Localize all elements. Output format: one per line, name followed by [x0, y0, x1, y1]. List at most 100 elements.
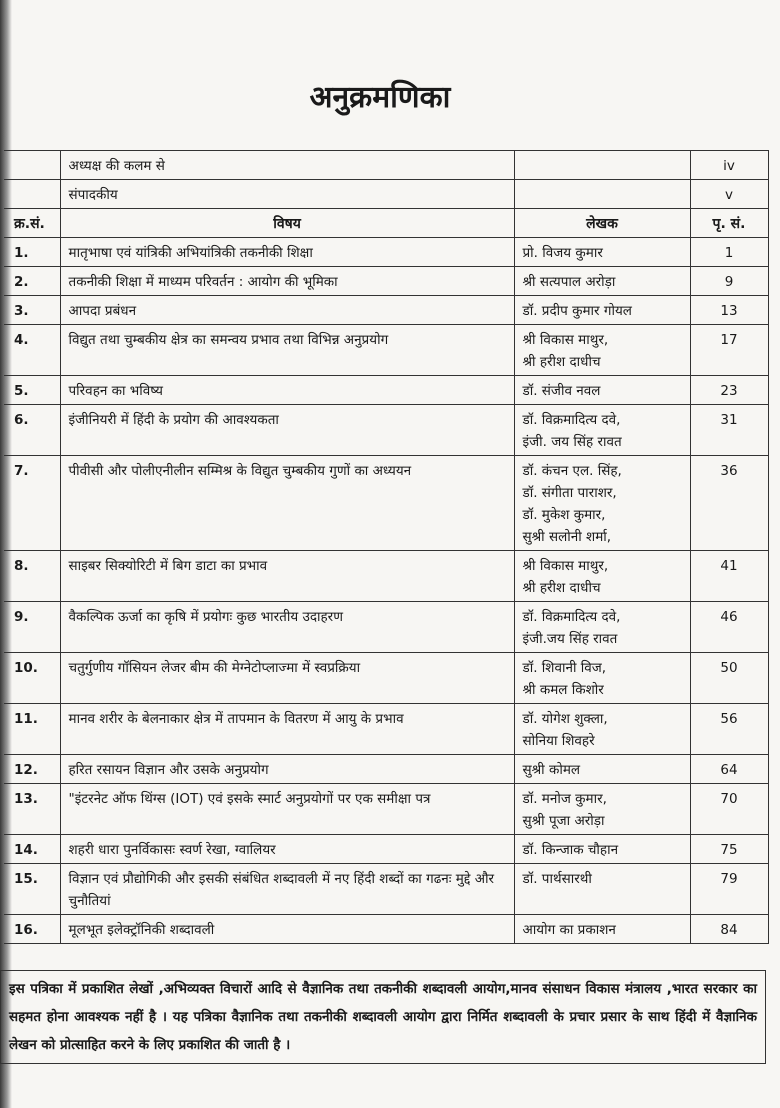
sno-cell: 6.: [4, 404, 61, 456]
author-name: डॉ. योगेश शुक्ला,: [522, 711, 608, 727]
subject-cell: साइबर सिक्योरिटी में बिग डाटा का प्रभाव: [59, 550, 515, 602]
sno-cell: 3.: [4, 295, 61, 325]
author-name: श्री हरीश दाधीच: [522, 580, 601, 596]
author-cell: श्री विकास माथुर, श्री हरीश दाधीच: [513, 324, 691, 376]
table-row: 11. मानव शरीर के बेलनाकार क्षेत्र में ताप…: [4, 703, 769, 755]
subject-cell: तकनीकी शिक्षा में माध्यम परिवर्तन : आयोग…: [59, 266, 515, 296]
author-cell: डॉ. कंचन एल. सिंह, डॉ. संगीता पाराशर, डॉ. …: [513, 455, 691, 551]
page-cell: 13: [689, 295, 769, 325]
page-cell: 84: [689, 914, 769, 944]
table-row: 15. विज्ञान एवं प्रौद्योगिकी और इसकी संबं…: [4, 863, 769, 915]
author-name: श्री सत्यपाल अरोड़ा: [522, 274, 616, 290]
header-subject: विषय: [59, 208, 515, 238]
table-row: 5. परिवहन का भविष्य डॉ. संजीव नवल 23: [4, 375, 769, 405]
preface-row: संपादकीय v: [4, 179, 769, 209]
subject-cell: चतुर्गुणीय गॉसियन लेजर बीम की मेग्नेटोप्…: [59, 652, 515, 704]
page-cell: 9: [689, 266, 769, 296]
author-name: आयोग का प्रकाशन: [522, 922, 616, 938]
author-name: डॉ. पार्थसारथी: [522, 871, 592, 887]
subject-cell: हरित रसायन विज्ञान और उसके अनुप्रयोग: [59, 754, 515, 784]
subject-cell: परिवहन का भविष्य: [59, 375, 515, 405]
subject-cell: मातृभाषा एवं यांत्रिकी अभियांत्रिकी तकनी…: [59, 237, 515, 267]
author-cell: डॉ. योगेश शुक्ला, सोनिया शिवहरे: [513, 703, 691, 755]
page-cell: 31: [689, 404, 769, 456]
author-cell: डॉ. विक्रमादित्य दवे, इंजी. जय सिंह रावत: [513, 404, 691, 456]
page-cell: 75: [689, 834, 769, 864]
author-cell: [513, 150, 691, 180]
author-name: श्री कमल किशोर: [522, 682, 604, 698]
sno-cell: 14.: [4, 834, 61, 864]
sno-cell: 4.: [4, 324, 61, 376]
page-cell: v: [689, 179, 769, 209]
sno-cell: 1.: [4, 237, 61, 267]
table-row: 10. चतुर्गुणीय गॉसियन लेजर बीम की मेग्नेट…: [4, 652, 769, 704]
page-cell: 70: [689, 783, 769, 835]
table-row: 1. मातृभाषा एवं यांत्रिकी अभियांत्रिकी तक…: [4, 237, 769, 267]
author-cell: श्री विकास माथुर, श्री हरीश दाधीच: [513, 550, 691, 602]
header-row: क्र.सं. विषय लेखक पृ. सं.: [4, 208, 769, 238]
subject-cell: वैकल्पिक ऊर्जा का कृषि में प्रयोगः कुछ भ…: [59, 601, 515, 653]
page-cell: iv: [689, 150, 769, 180]
table-row: 14. शहरी धारा पुनर्विकासः स्वर्ण रेखा, ग्…: [4, 834, 769, 864]
disclaimer-note: इस पत्रिका में प्रकाशित लेखों ,अभिव्यक्त…: [0, 970, 766, 1064]
subject-cell: मूलभूत इलेक्ट्रॉनिकी शब्दावली: [59, 914, 515, 944]
author-name: डॉ. किन्जाक चौहान: [522, 842, 619, 858]
sno-cell: 13.: [4, 783, 61, 835]
subject-cell: आपदा प्रबंधन: [59, 295, 515, 325]
author-cell: डॉ. संजीव नवल: [513, 375, 691, 405]
subject-cell: "इंटरनेट ऑफ थिंग्स (IOT) एवं इसके स्मार्…: [59, 783, 515, 835]
author-name: सुश्री कोमल: [522, 762, 581, 778]
table-row: 2. तकनीकी शिक्षा में माध्यम परिवर्तन : आय…: [4, 266, 769, 296]
table-row: 8. साइबर सिक्योरिटी में बिग डाटा का प्रभा…: [4, 550, 769, 602]
sno-cell: 16.: [4, 914, 61, 944]
author-name: प्रो. विजय कुमार: [522, 245, 603, 261]
sno-cell: 5.: [4, 375, 61, 405]
table-row: 12. हरित रसायन विज्ञान और उसके अनुप्रयोग स…: [4, 754, 769, 784]
author-name: इंजी.जय सिंह रावत: [522, 631, 618, 647]
author-name: इंजी. जय सिंह रावत: [522, 434, 622, 450]
page-cell: 23: [689, 375, 769, 405]
author-name: डॉ. संगीता पाराशर,: [522, 485, 617, 501]
author-cell: श्री सत्यपाल अरोड़ा: [513, 266, 691, 296]
table-row: 13. "इंटरनेट ऑफ थिंग्स (IOT) एवं इसके स्म…: [4, 783, 769, 835]
table-row: 6. इंजीनियरी में हिंदी के प्रयोग की आवश्य…: [4, 404, 769, 456]
author-cell: प्रो. विजय कुमार: [513, 237, 691, 267]
preface-row: अध्यक्ष की कलम से iv: [4, 150, 769, 180]
author-name: डॉ. विक्रमादित्य दवे,: [522, 412, 621, 428]
author-cell: [513, 179, 691, 209]
page-cell: 1: [689, 237, 769, 267]
author-cell: डॉ. मनोज कुमार, सुश्री पूजा अरोड़ा: [513, 783, 691, 835]
author-name: डॉ. मुकेश कुमार,: [522, 507, 606, 523]
sno-cell: 10.: [4, 652, 61, 704]
page-cell: 17: [689, 324, 769, 376]
author-name: डॉ. प्रदीप कुमार गोयल: [522, 303, 632, 319]
subject-cell: इंजीनियरी में हिंदी के प्रयोग की आवश्यकत…: [59, 404, 515, 456]
author-name: सोनिया शिवहरे: [522, 733, 595, 749]
sno-cell: 11.: [4, 703, 61, 755]
page-title: अनुक्रमणिका: [309, 80, 451, 115]
author-cell: डॉ. शिवानी विज, श्री कमल किशोर: [513, 652, 691, 704]
table-row: 7. पीवीसी और पोलीएनीलीन सम्मिश्र के विद्य…: [4, 455, 769, 551]
author-name: श्री विकास माथुर,: [522, 558, 609, 574]
author-cell: डॉ. प्रदीप कुमार गोयल: [513, 295, 691, 325]
author-name: डॉ. कंचन एल. सिंह,: [522, 463, 622, 479]
sno-cell: 12.: [4, 754, 61, 784]
table-row: 16. मूलभूत इलेक्ट्रॉनिकी शब्दावली आयोग का …: [4, 914, 769, 944]
page-cell: 50: [689, 652, 769, 704]
sno-cell: 8.: [4, 550, 61, 602]
author-name: डॉ. विक्रमादित्य दवे,: [522, 609, 621, 625]
sno-cell: 7.: [4, 455, 61, 551]
sno-cell: 15.: [4, 863, 61, 915]
subject-cell: विज्ञान एवं प्रौद्योगिकी और इसकी संबंधित…: [59, 863, 515, 915]
author-name: डॉ. संजीव नवल: [522, 383, 601, 399]
author-cell: डॉ. पार्थसारथी: [513, 863, 691, 915]
header-sno: क्र.सं.: [4, 208, 61, 238]
subject-cell: शहरी धारा पुनर्विकासः स्वर्ण रेखा, ग्वाल…: [59, 834, 515, 864]
author-name: डॉ. मनोज कुमार,: [522, 791, 607, 807]
subject-cell: पीवीसी और पोलीएनीलीन सम्मिश्र के विद्युत…: [59, 455, 515, 551]
subject-cell: मानव शरीर के बेलनाकार क्षेत्र में तापमान…: [59, 703, 515, 755]
subject-cell: अध्यक्ष की कलम से: [59, 150, 515, 180]
subject-cell: संपादकीय: [59, 179, 515, 209]
sno-cell: [4, 179, 61, 209]
contents-table: अध्यक्ष की कलम से iv संपादकीय v क्र.सं. …: [4, 150, 769, 944]
